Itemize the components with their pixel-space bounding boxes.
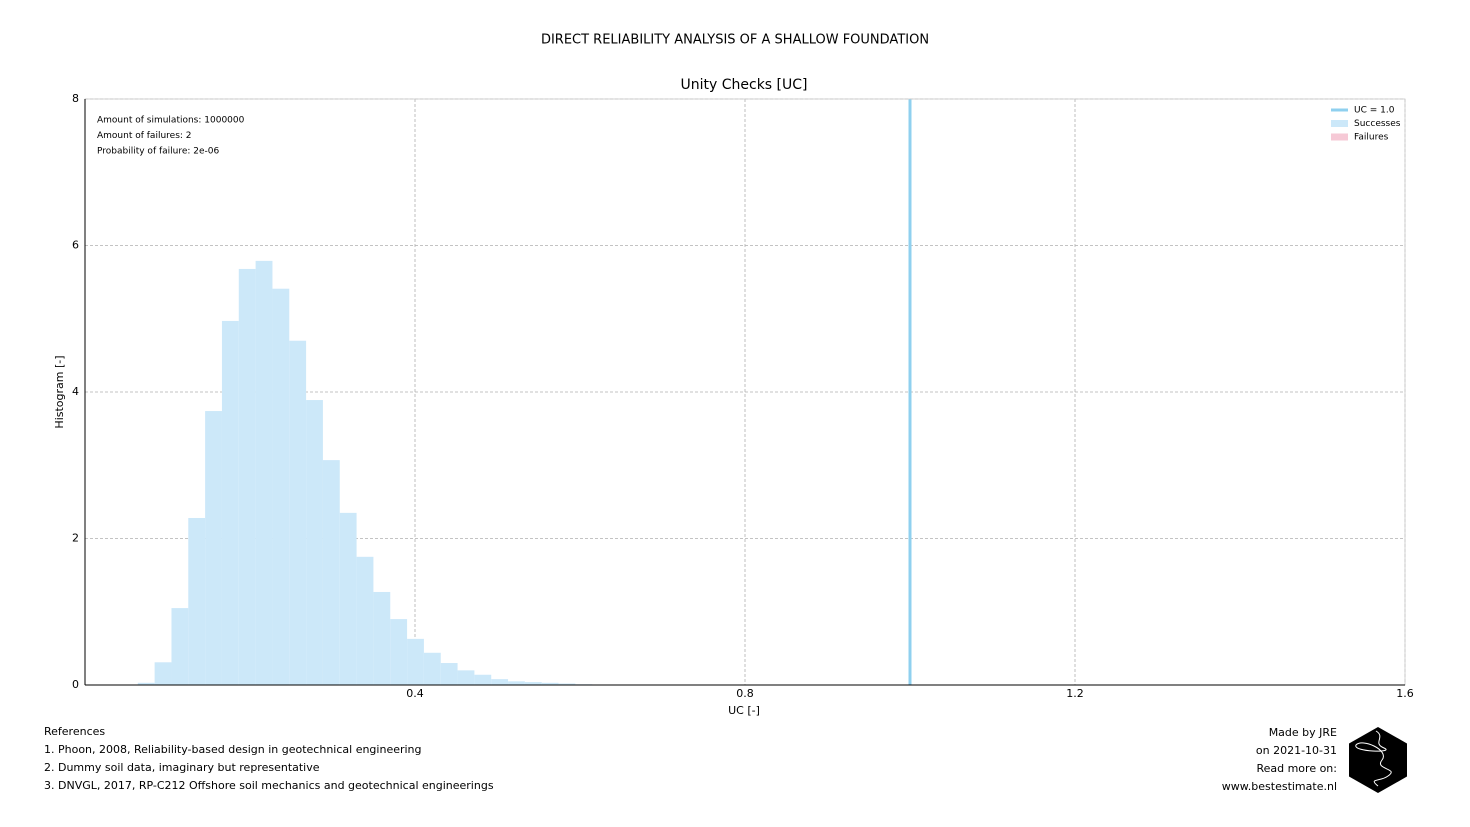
annotation: Amount of simulations: 1000000 (97, 116, 245, 126)
credit: www.bestestimate.nl (1222, 780, 1337, 793)
x-tick-label: 1.6 (1396, 687, 1414, 700)
credit: on 2021-10-31 (1256, 744, 1337, 757)
histogram-bar (390, 619, 408, 685)
histogram-bar (272, 288, 290, 685)
annotation: Probability of failure: 2e-06 (97, 147, 220, 157)
histogram-bar (474, 674, 492, 685)
annotation: Amount of failures: 2 (97, 131, 192, 141)
histogram-bar (356, 556, 374, 685)
histogram-bar (457, 670, 475, 685)
legend-label: Successes (1354, 119, 1401, 129)
histogram-bar (491, 679, 509, 685)
x-axis-label: UC [-] (728, 704, 760, 717)
reference: 2. Dummy soil data, imaginary but repres… (44, 761, 320, 774)
reference: 3. DNVGL, 2017, RP-C212 Offshore soil me… (44, 779, 494, 792)
histogram-bar (171, 608, 189, 685)
credit: Made by JRE (1269, 726, 1337, 739)
chart-subtitle: Unity Checks [UC] (681, 77, 808, 93)
histogram-bar (524, 682, 542, 685)
histogram-bar (154, 662, 172, 685)
reference: 1. Phoon, 2008, Reliability-based design… (44, 743, 422, 756)
histogram-bar (339, 512, 357, 685)
histogram-bar (255, 260, 273, 685)
histogram-bar (407, 638, 424, 685)
histogram-bar (306, 400, 323, 685)
histogram-bar (508, 681, 525, 685)
histogram-bar (238, 268, 256, 685)
x-tick-label: 1.2 (1066, 687, 1084, 700)
credit: Read more on: (1256, 762, 1337, 775)
histogram-bar (289, 340, 307, 685)
histogram-bar (137, 682, 155, 685)
legend-swatch (1331, 120, 1348, 127)
logo-hexagon (1349, 727, 1407, 793)
y-tick-label: 6 (72, 239, 79, 252)
y-tick-label: 8 (72, 92, 79, 105)
histogram-bar (221, 320, 239, 685)
histogram-bar (440, 663, 458, 685)
y-tick-label: 2 (72, 532, 79, 545)
references-title: References (44, 725, 105, 738)
y-axis-label: Histogram [-] (53, 355, 66, 428)
legend-swatch (1331, 133, 1348, 141)
histogram-bar (188, 517, 206, 685)
logo-curve (1355, 730, 1392, 787)
histogram-bar (558, 683, 576, 685)
y-tick-label: 0 (72, 678, 79, 691)
histogram-bar (322, 460, 340, 685)
histogram-bar (373, 591, 391, 685)
legend-label: UC = 1.0 (1354, 106, 1395, 116)
chart-title: DIRECT RELIABILITY ANALYSIS OF A SHALLOW… (541, 33, 929, 48)
histogram-bar (423, 652, 441, 685)
x-tick-label: 0.8 (736, 687, 754, 700)
x-tick-label: 0.4 (406, 687, 424, 700)
logo (1349, 727, 1407, 793)
legend-label: Failures (1354, 133, 1389, 143)
y-tick-label: 4 (72, 385, 79, 398)
histogram-bar (541, 682, 559, 685)
histogram-bar (205, 411, 222, 685)
plot-area (85, 98, 1406, 686)
